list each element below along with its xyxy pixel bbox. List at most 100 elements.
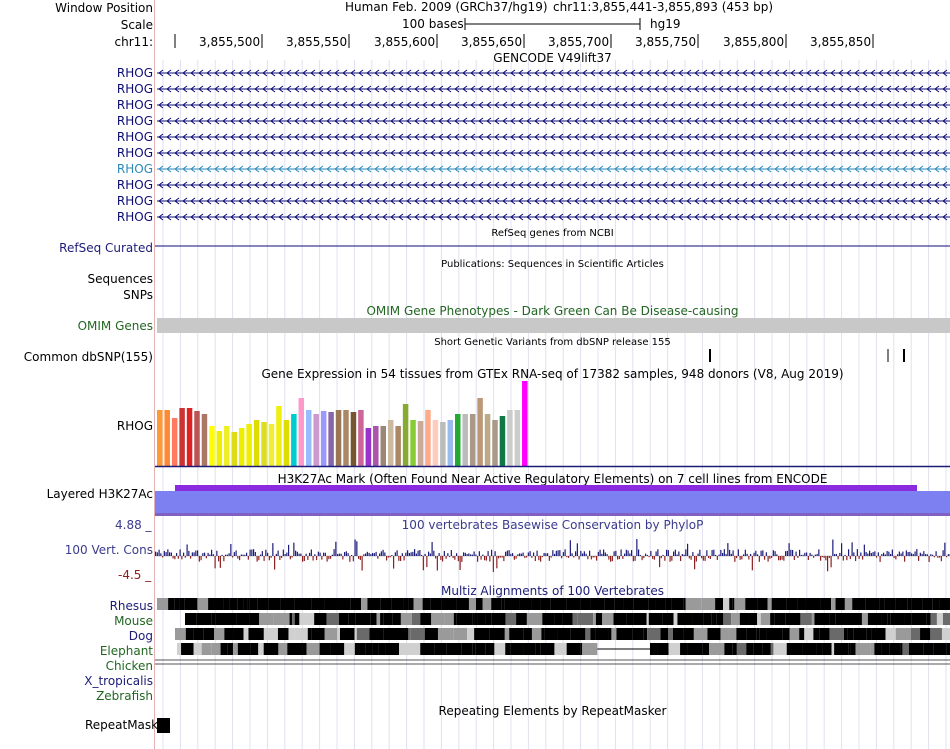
- gtex-tissue-bar: [387, 420, 394, 466]
- phylop-score: [253, 549, 255, 556]
- snps-label[interactable]: SNPs: [123, 288, 153, 302]
- gencode-transcript[interactable]: [157, 69, 950, 77]
- phylop-score: [919, 552, 921, 556]
- gencode-transcript[interactable]: [157, 197, 950, 205]
- phylop-score: [601, 553, 603, 556]
- phylop-score: [792, 550, 794, 556]
- gencode-gene-label[interactable]: RHOG: [116, 130, 153, 144]
- phylop-score: [188, 550, 190, 556]
- phylop-score: [554, 553, 556, 556]
- multiz-species-label[interactable]: Dog: [128, 629, 153, 643]
- dbsnp-label[interactable]: Common dbSNP(155): [23, 350, 153, 364]
- gencode-transcript[interactable]: [157, 213, 950, 221]
- gencode-gene-label[interactable]: RHOG: [116, 210, 153, 224]
- phylop-score: [291, 556, 293, 558]
- phylop-score: [652, 556, 654, 559]
- gencode-gene-label[interactable]: RHOG: [116, 98, 153, 112]
- phylop-score: [704, 556, 706, 561]
- gencode-transcript[interactable]: [157, 101, 950, 109]
- phylop-score: [730, 553, 732, 556]
- phylop-score: [781, 556, 783, 560]
- multiz-species-label[interactable]: Rhesus: [109, 599, 153, 613]
- repeatmasker-block[interactable]: [157, 718, 170, 733]
- multiz-species-label[interactable]: Zebrafish: [96, 689, 153, 703]
- gencode-transcript[interactable]: [157, 181, 950, 189]
- phylop-score: [692, 552, 694, 556]
- phylop-score: [720, 549, 722, 556]
- dbsnp-track[interactable]: [155, 347, 950, 363]
- phylop-score: [568, 556, 570, 558]
- phylop-score: [386, 556, 388, 561]
- gtex-tissue-bar: [380, 426, 386, 466]
- phylop-score: [837, 556, 839, 560]
- phylop-score: [690, 556, 692, 560]
- phylop-score: [925, 554, 927, 556]
- phylop-score: [351, 554, 353, 556]
- multiz-alignment-blocks[interactable]: [155, 597, 950, 697]
- gtex-gene-label[interactable]: RHOG: [116, 419, 153, 433]
- gencode-track[interactable]: [155, 64, 950, 224]
- gtex-tissue-bar: [246, 424, 252, 466]
- gtex-tissue-bar: [462, 414, 468, 466]
- gencode-gene-label[interactable]: RHOG: [116, 194, 153, 208]
- h3k27ac-track[interactable]: [155, 483, 950, 517]
- multiz-species-label[interactable]: Elephant: [99, 644, 153, 658]
- phylop-score: [604, 552, 606, 556]
- gencode-transcript[interactable]: [157, 165, 950, 173]
- gencode-transcript[interactable]: [157, 149, 950, 157]
- gencode-gene-label[interactable]: RHOG: [116, 82, 153, 96]
- multiz-species-row: [185, 613, 950, 625]
- phylop-score: [650, 550, 652, 556]
- gencode-gene-label[interactable]: RHOG: [116, 178, 153, 192]
- ruler-tick-label: 3,855,750: [635, 35, 697, 49]
- phylop-score: [769, 556, 771, 559]
- phylop-score: [274, 556, 276, 570]
- gencode-transcript[interactable]: [157, 133, 950, 141]
- omim-label[interactable]: OMIM Genes: [77, 319, 153, 333]
- scale-label: Scale: [120, 18, 153, 32]
- phylop-score: [846, 556, 848, 561]
- phylop-score: [555, 550, 557, 556]
- phylop-score: [286, 552, 288, 556]
- multiz-species-label[interactable]: Mouse: [114, 614, 153, 628]
- cons-label[interactable]: 100 Vert. Cons: [64, 543, 153, 557]
- phylop-score: [884, 554, 886, 556]
- gencode-gene-label[interactable]: RHOG: [116, 146, 153, 160]
- phylop-score: [226, 554, 228, 556]
- gtex-bar-chart[interactable]: [155, 381, 950, 471]
- repeatmasker-label[interactable]: RepeatMasker: [84, 718, 170, 732]
- phylop-score: [877, 552, 879, 556]
- phylop-score: [461, 556, 463, 562]
- gencode-gene-label[interactable]: RHOG: [116, 114, 153, 128]
- refseq-label[interactable]: RefSeq Curated: [59, 241, 153, 255]
- refseq-track[interactable]: [155, 240, 950, 252]
- phylop-score: [615, 550, 617, 556]
- multiz-species-label[interactable]: X_tropicalis: [84, 674, 153, 688]
- phylop-score: [946, 556, 948, 558]
- phylop-score: [436, 556, 438, 571]
- phylop-score: [680, 556, 682, 562]
- multiz-species-label[interactable]: Chicken: [105, 659, 153, 673]
- omim-bar[interactable]: [157, 318, 950, 333]
- phylop-score: [751, 556, 753, 571]
- gencode-gene-label[interactable]: RHOG: [116, 66, 153, 80]
- ruler-tick-label: 3,855,700: [548, 35, 610, 49]
- phylop-score: [841, 543, 843, 556]
- phylop-score: [564, 549, 566, 556]
- gencode-transcript[interactable]: [157, 117, 950, 125]
- h3k27ac-label[interactable]: Layered H3K27Ac: [46, 487, 153, 501]
- gencode-gene-label[interactable]: RHOG: [116, 162, 153, 176]
- phylop-score: [566, 556, 568, 558]
- phylop-score: [918, 556, 920, 561]
- phylop-score: [643, 556, 645, 559]
- phylop-score: [709, 556, 711, 560]
- phylop-score: [340, 553, 342, 556]
- publications-label[interactable]: Sequences: [87, 272, 153, 286]
- phylop-score: [487, 551, 489, 556]
- phylop-score: [263, 556, 265, 561]
- phylop-score: [305, 553, 307, 556]
- gtex-tissue-bar: [283, 420, 290, 466]
- gencode-transcript[interactable]: [157, 85, 950, 93]
- conservation-wiggle[interactable]: [155, 532, 950, 580]
